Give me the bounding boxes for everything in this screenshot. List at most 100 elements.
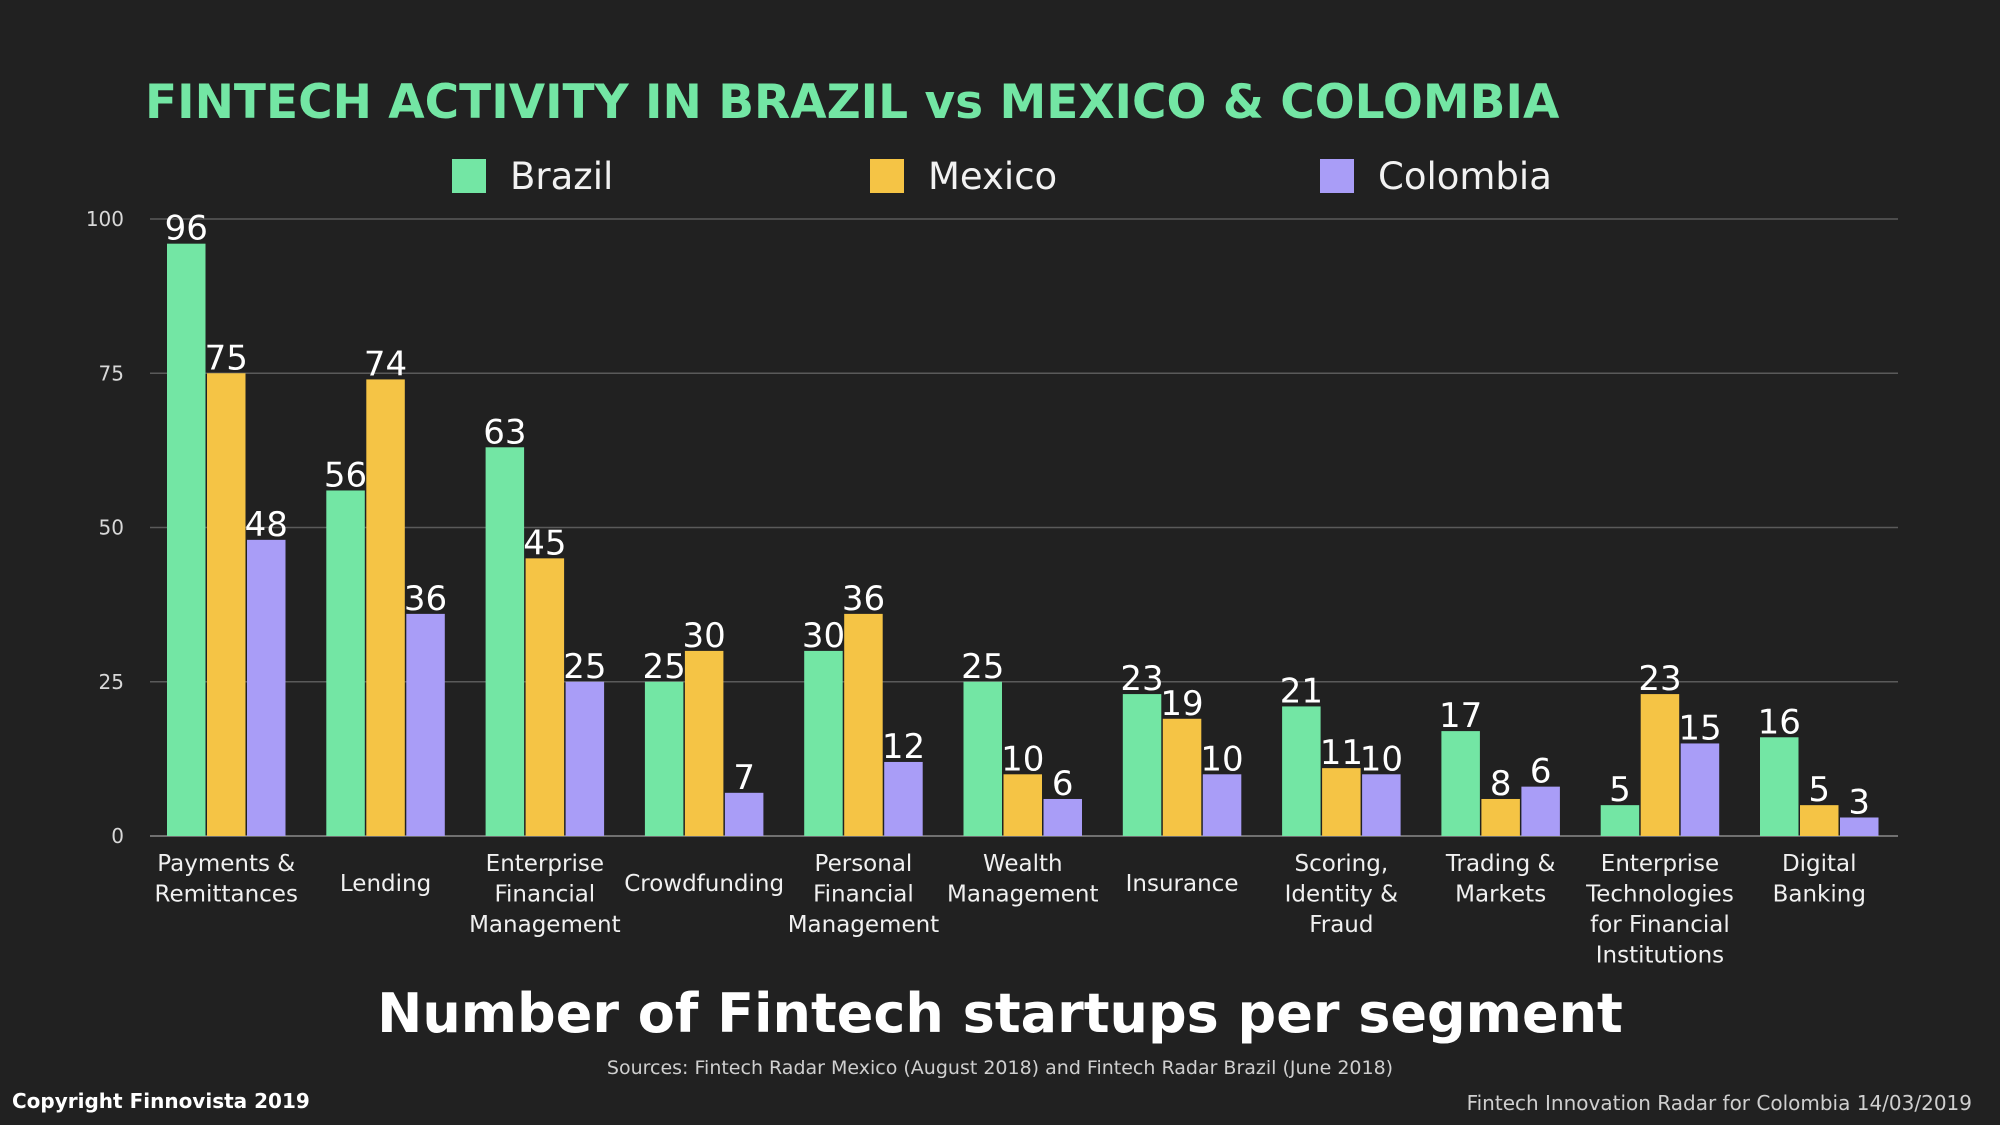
category-label-line: Management (469, 912, 621, 938)
bar-mexico (1800, 805, 1839, 836)
category-label-line: Insurance (1126, 871, 1239, 897)
bar-colombia (724, 792, 764, 836)
category-label-line: Enterprise (1601, 851, 1719, 877)
bar-mexico (1322, 768, 1361, 836)
category-label-line: Banking (1773, 882, 1866, 908)
bar-brazil (963, 681, 1002, 836)
bar-brazil (326, 490, 365, 836)
legend-label-colombia: Colombia (1378, 155, 1552, 198)
category-label: Enterprise Financial Management (469, 851, 621, 938)
chart-title: FINTECH ACTIVITY IN BRAZIL vs MEXICO & C… (145, 75, 1560, 130)
data-label-colombia: 7 (733, 758, 755, 798)
data-label-colombia: 6 (1052, 764, 1074, 804)
data-label-colombia: 10 (1200, 739, 1243, 779)
report-footer: Fintech Innovation Radar for Colombia 14… (1467, 1091, 1972, 1115)
data-label-brazil: 16 (1758, 702, 1801, 742)
data-label-brazil: 25 (961, 647, 1004, 687)
category-label-line: Crowdfunding (624, 871, 784, 897)
data-label-mexico: 45 (523, 523, 566, 563)
data-label-mexico: 11 (1320, 733, 1363, 773)
data-label-colombia: 6 (1530, 752, 1552, 792)
bar-mexico (207, 373, 246, 836)
data-label-colombia: 15 (1678, 708, 1721, 748)
bar-brazil (1760, 737, 1799, 836)
legend-swatch-colombia (1320, 159, 1354, 193)
bar-colombia (406, 613, 445, 836)
category-label-line: Personal (815, 851, 913, 877)
bar-brazil (644, 681, 684, 836)
legend: Brazil Mexico Colombia (452, 155, 1552, 198)
bar-brazil (1122, 694, 1162, 836)
bar-mexico (366, 379, 405, 836)
category-label-line: Fraud (1309, 912, 1373, 938)
category-label-line: Markets (1455, 882, 1546, 908)
category-label-line: Identity & (1285, 882, 1398, 908)
sources-note: Sources: Fintech Radar Mexico (August 20… (607, 1057, 1393, 1079)
data-label-colombia: 3 (1848, 782, 1870, 822)
legend-swatch-brazil (452, 159, 486, 193)
bar-colombia (884, 761, 923, 836)
data-label-colombia: 36 (404, 579, 447, 619)
data-label-colombia: 25 (563, 647, 606, 687)
bar-brazil (1441, 731, 1480, 836)
category-label: Digital Banking (1773, 851, 1866, 908)
category-label-line: Financial (813, 882, 914, 908)
y-tick-label: 50 (99, 516, 124, 540)
data-label-brazil: 5 (1609, 770, 1631, 810)
y-axis-ticks: 0 25 50 75 100 (86, 207, 124, 848)
bar-mexico (844, 613, 883, 836)
category-label-line: Technologies (1585, 882, 1734, 908)
category-label: Trading & Markets (1445, 851, 1556, 908)
bar-colombia (1840, 817, 1879, 836)
bar-mexico (1162, 718, 1202, 836)
category-label-line: Lending (340, 871, 431, 897)
data-label-colombia: 48 (245, 505, 288, 545)
category-label-line: Enterprise (486, 851, 604, 877)
category-label-line: Wealth (983, 851, 1063, 877)
category-label: Wealth Management (947, 851, 1099, 908)
data-label-mexico: 74 (364, 344, 407, 384)
y-tick-label: 75 (99, 361, 124, 385)
data-label-mexico: 30 (683, 616, 726, 656)
data-label-brazil: 96 (165, 209, 208, 249)
category-label-line: Management (947, 882, 1099, 908)
data-label-brazil: 17 (1439, 696, 1482, 736)
data-label-brazil: 21 (1280, 671, 1323, 711)
bar-mexico (525, 558, 565, 836)
data-label-mexico: 75 (205, 338, 248, 378)
category-label-line: Management (788, 912, 940, 938)
category-label: Insurance (1126, 871, 1239, 897)
category-label-line: Digital (1782, 851, 1857, 877)
category-label: Crowdfunding (624, 871, 784, 897)
category-label-line: Payments & (157, 851, 295, 877)
bar-colombia (1043, 798, 1082, 836)
data-label-colombia: 10 (1360, 739, 1403, 779)
legend-label-brazil: Brazil (510, 155, 613, 198)
y-tick-label: 100 (86, 207, 124, 231)
data-label-mexico: 8 (1490, 764, 1512, 804)
category-label: Lending (340, 871, 431, 897)
data-label-brazil: 30 (802, 616, 845, 656)
category-label-line: Trading & (1445, 851, 1556, 877)
data-label-mexico: 36 (842, 579, 885, 619)
category-label-line: Scoring, (1295, 851, 1389, 877)
bar-colombia (1680, 743, 1720, 836)
data-label-brazil: 63 (483, 412, 526, 452)
category-label: Payments & Remittances (155, 851, 298, 908)
bar-mexico (1481, 798, 1520, 836)
category-label: Scoring, Identity & Fraud (1285, 851, 1398, 938)
copyright-text: Copyright Finnovista 2019 (12, 1089, 310, 1113)
category-label-line: Remittances (155, 882, 298, 908)
category-label-line: Financial (494, 882, 595, 908)
data-label-brazil: 23 (1120, 659, 1163, 699)
bar-brazil (804, 650, 843, 836)
category-label-line: Institutions (1596, 943, 1724, 969)
bars (167, 243, 1879, 836)
bar-brazil (1282, 706, 1321, 836)
bar-mexico (1640, 694, 1680, 836)
category-label-line: for Financial (1590, 912, 1730, 938)
data-label-brazil: 56 (324, 455, 367, 495)
category-label: Enterprise Technologies for Financial Insti… (1585, 851, 1734, 969)
y-tick-label: 25 (99, 670, 124, 694)
bar-mexico (1003, 774, 1042, 836)
